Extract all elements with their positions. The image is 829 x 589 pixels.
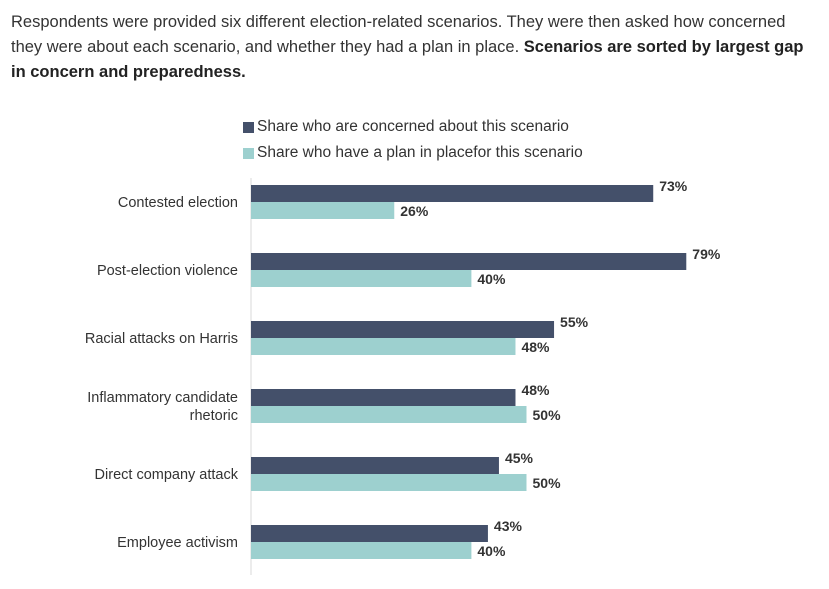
legend-item-concerned: Share who are concerned about this scena… bbox=[243, 114, 583, 140]
category-label: Employee activism bbox=[117, 535, 238, 551]
data-label: 26% bbox=[400, 203, 429, 219]
data-label: 50% bbox=[533, 407, 562, 423]
data-label: 48% bbox=[521, 339, 550, 355]
bar-plan bbox=[251, 202, 395, 219]
data-label: 40% bbox=[477, 543, 506, 559]
data-label: 48% bbox=[521, 382, 550, 398]
data-label: 50% bbox=[533, 475, 562, 491]
legend-swatch-plan bbox=[243, 147, 254, 159]
category-label: Inflammatory candidate bbox=[87, 390, 238, 406]
bar-concerned bbox=[251, 185, 654, 202]
legend-swatch-concerned bbox=[243, 121, 254, 133]
data-label: 45% bbox=[505, 450, 534, 466]
bar-concerned bbox=[251, 389, 516, 406]
bar-concerned bbox=[251, 253, 687, 270]
chart-legend: Share who are concerned about this scena… bbox=[243, 114, 583, 166]
bar-plan bbox=[251, 406, 527, 423]
bar-concerned bbox=[251, 525, 488, 542]
category-label: Racial attacks on Harris bbox=[85, 331, 238, 347]
category-label: Post-election violence bbox=[97, 263, 238, 279]
data-label: 73% bbox=[659, 178, 688, 194]
legend-label-concerned: Share who are concerned about this scena… bbox=[257, 118, 569, 135]
category-label: rhetoric bbox=[190, 408, 238, 424]
category-label: Contested election bbox=[118, 195, 238, 211]
bar-plan bbox=[251, 542, 472, 559]
intro-text: Respondents were provided six different … bbox=[11, 10, 811, 85]
legend-label-plan: Share who have a plan in placefor this s… bbox=[257, 144, 583, 161]
bar-concerned bbox=[251, 457, 499, 474]
intro-bold-text: Scenarios are sorted by largest gap in c… bbox=[11, 38, 804, 81]
intro-plain-text: Respondents were provided six different … bbox=[11, 13, 786, 56]
data-label: 79% bbox=[692, 246, 721, 262]
data-label: 40% bbox=[477, 271, 506, 287]
bar-concerned bbox=[251, 321, 555, 338]
bar-plan bbox=[251, 270, 472, 287]
data-label: 43% bbox=[494, 518, 523, 534]
legend-item-plan: Share who have a plan in placefor this s… bbox=[243, 140, 583, 166]
bar-plan bbox=[251, 474, 527, 491]
category-label: Direct company attack bbox=[95, 467, 239, 483]
data-label: 55% bbox=[560, 314, 589, 330]
bar-plan bbox=[251, 338, 516, 355]
